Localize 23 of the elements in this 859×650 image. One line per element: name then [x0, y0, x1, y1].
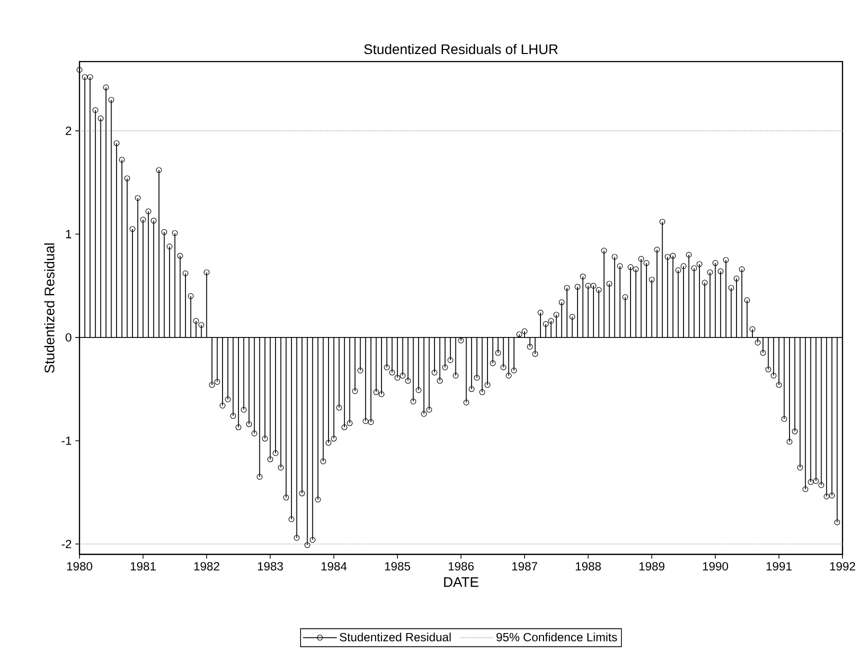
y-axis-title: Studentized Residual: [44, 244, 54, 373]
x-tick-label: 1982: [194, 562, 220, 571]
x-tick-label: 1986: [448, 562, 474, 571]
x-tick-label: 1991: [766, 562, 792, 571]
x-tick-label: 1990: [703, 562, 728, 571]
y-tick-label: -2: [62, 540, 72, 548]
y-tick-label: 0: [66, 333, 72, 342]
x-tick-label: 1992: [830, 562, 856, 571]
x-tick-label: 1987: [512, 562, 538, 571]
x-axis-title: DATE: [444, 577, 478, 587]
x-tick-label: 1983: [258, 562, 283, 571]
y-tick-label: 1: [66, 230, 72, 238]
x-tick-label: 1981: [130, 562, 156, 571]
legend-label: 95% Confidence Limits: [496, 632, 617, 642]
x-tick-label: 1984: [322, 562, 347, 571]
x-tick-label: 1985: [385, 562, 410, 571]
y-tick-label: -1: [62, 436, 72, 445]
chart-title: Studentized Residuals of LHUR: [364, 44, 558, 54]
x-tick-label: 1988: [576, 562, 601, 571]
x-tick-label: 1980: [67, 562, 92, 571]
y-tick-label: 2: [66, 126, 72, 136]
legend-label: Studentized Residual: [340, 632, 451, 642]
x-tick-label: 1989: [639, 562, 664, 571]
